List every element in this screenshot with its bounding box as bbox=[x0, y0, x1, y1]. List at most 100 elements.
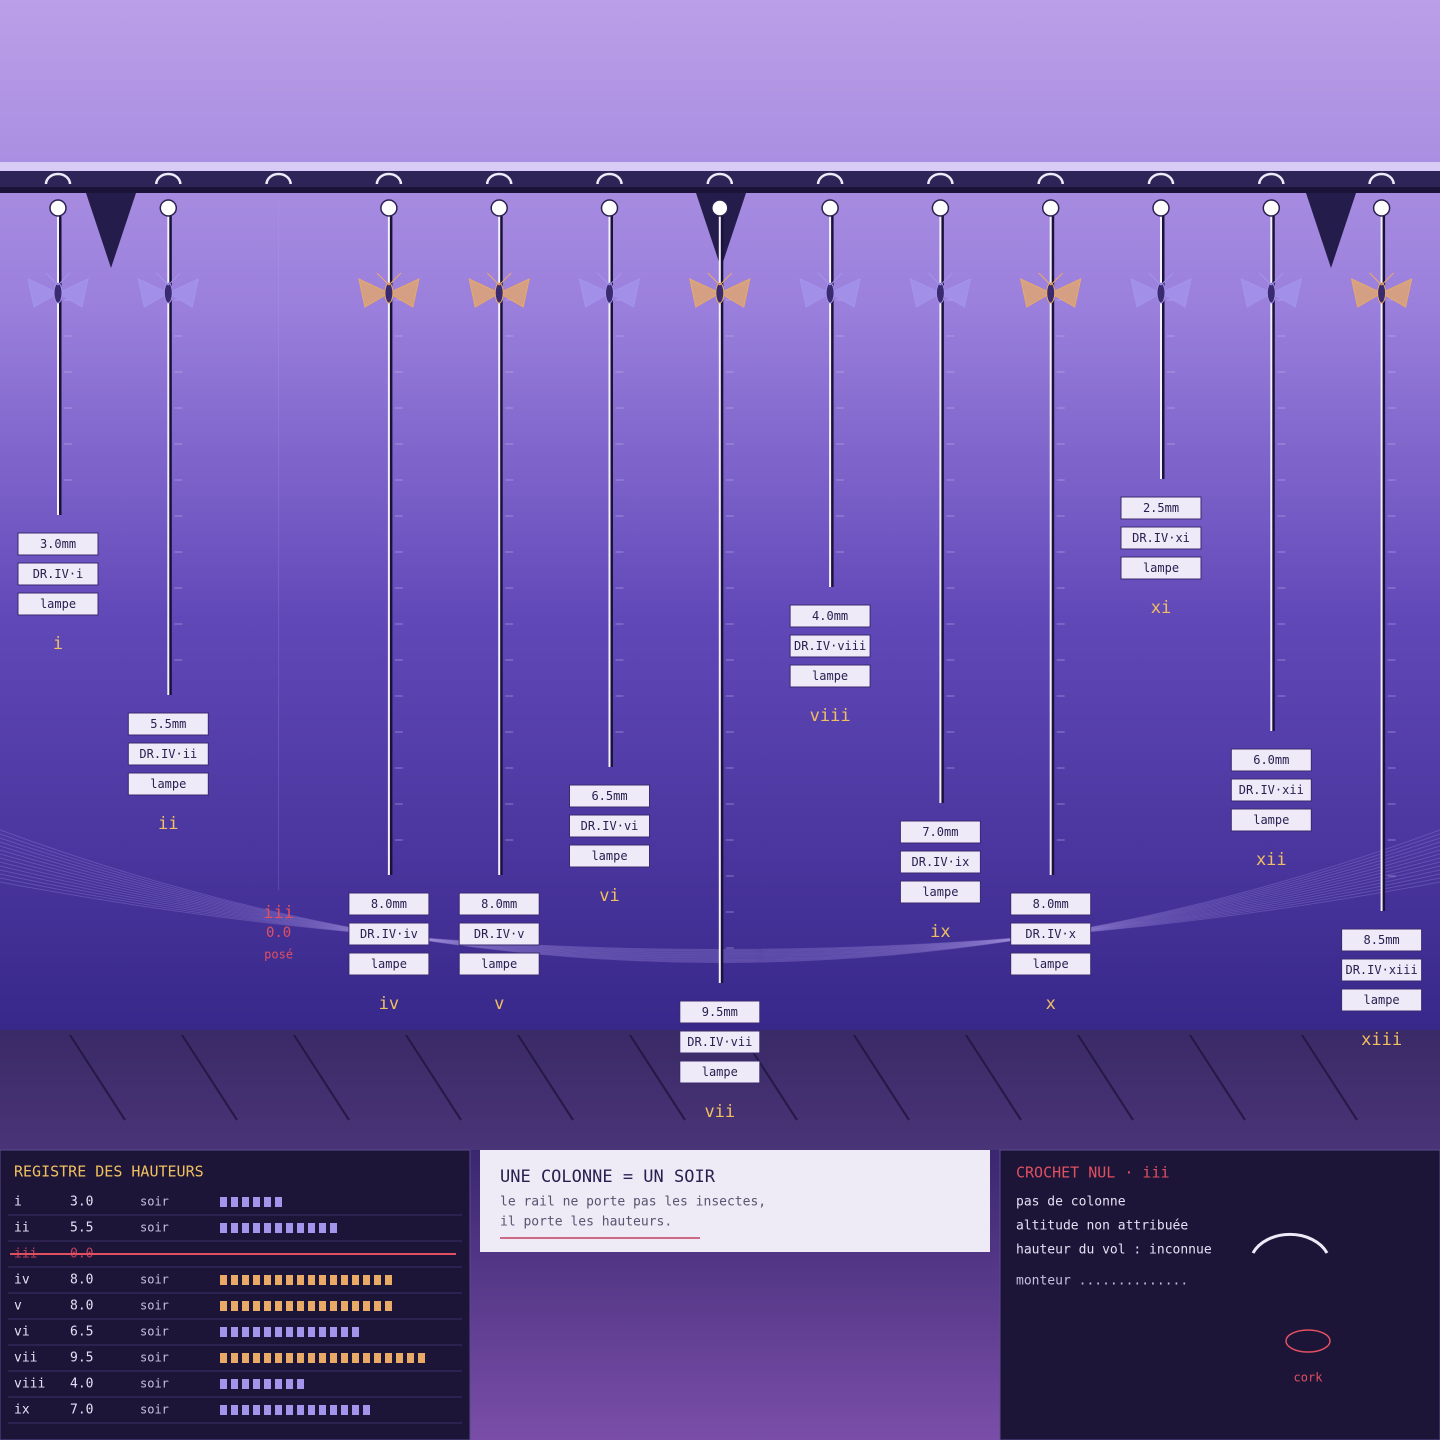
bar-cell bbox=[319, 1223, 326, 1233]
bar-cell bbox=[297, 1301, 304, 1311]
rail-shadow bbox=[0, 187, 1440, 193]
bar-cell bbox=[253, 1197, 260, 1207]
bar-cell bbox=[385, 1275, 392, 1285]
registry-id: ii bbox=[14, 1221, 30, 1236]
label-box bbox=[17, 592, 99, 616]
null-hook-title: CROCHET NUL · iii bbox=[1016, 1164, 1170, 1182]
bar-cell bbox=[286, 1405, 293, 1415]
label-code: DR.IV·vii bbox=[687, 1035, 752, 1049]
label-box bbox=[1010, 952, 1092, 976]
hook bbox=[1368, 172, 1395, 185]
label-code: DR.IV·vi bbox=[581, 819, 639, 833]
label-box bbox=[789, 664, 871, 688]
column-id: iii bbox=[263, 903, 294, 923]
hook bbox=[44, 172, 72, 185]
moth-body bbox=[494, 282, 504, 304]
label-height-label: 4.0mm bbox=[812, 609, 848, 623]
rail-bracket bbox=[1306, 193, 1356, 268]
bar-cell bbox=[275, 1353, 282, 1363]
registry-bar bbox=[220, 1327, 359, 1337]
hook bbox=[706, 172, 734, 185]
hook bbox=[927, 172, 954, 185]
bar-cell bbox=[297, 1353, 304, 1363]
moth-antennae bbox=[707, 272, 733, 286]
hook bbox=[375, 172, 403, 185]
bar-cell bbox=[231, 1353, 238, 1363]
label-tag: lampe bbox=[481, 957, 517, 971]
registry-period: soir bbox=[140, 1403, 169, 1417]
registry-bar bbox=[220, 1275, 392, 1285]
bar-cell bbox=[319, 1275, 326, 1285]
bar-cell bbox=[363, 1405, 370, 1415]
moth-body bbox=[1266, 282, 1276, 304]
bar-cell bbox=[264, 1405, 271, 1415]
monteur: monteur .............. bbox=[1016, 1274, 1188, 1289]
label-box bbox=[348, 892, 430, 916]
registry-title: REGISTRE DES HAUTEURS bbox=[14, 1163, 204, 1181]
moth-antennae bbox=[1258, 272, 1284, 286]
registry-bar bbox=[220, 1379, 304, 1389]
bar-cell bbox=[242, 1223, 249, 1233]
bar-cell bbox=[385, 1301, 392, 1311]
registry-value: 7.0 bbox=[70, 1403, 93, 1418]
bar-cell bbox=[363, 1301, 370, 1311]
bar-cell bbox=[319, 1327, 326, 1337]
bar-cell bbox=[319, 1405, 326, 1415]
label-box bbox=[899, 820, 981, 844]
hook bbox=[816, 172, 844, 185]
label-tag: lampe bbox=[371, 957, 407, 971]
registry-value: 9.5 bbox=[70, 1351, 93, 1366]
bar-cell bbox=[418, 1353, 425, 1363]
label-box bbox=[569, 814, 650, 838]
label-tag: lampe bbox=[1143, 561, 1179, 575]
pin-head bbox=[821, 199, 839, 217]
bar-cell bbox=[220, 1275, 227, 1285]
floor-line bbox=[1077, 1034, 1134, 1121]
moth-body bbox=[935, 282, 945, 304]
bar-cell bbox=[330, 1405, 337, 1415]
bar-cell bbox=[286, 1379, 293, 1389]
card bbox=[480, 1150, 990, 1252]
label-tag: lampe bbox=[40, 597, 76, 611]
pin-head bbox=[931, 199, 950, 217]
bar-cell bbox=[253, 1353, 260, 1363]
pin-head bbox=[49, 199, 67, 217]
label-code: DR.IV·x bbox=[1025, 927, 1076, 941]
moth-antennae bbox=[1038, 272, 1064, 286]
bar-cell bbox=[275, 1379, 282, 1389]
label-height-label: 7.0mm bbox=[922, 825, 958, 839]
null-tag: posé bbox=[264, 948, 293, 962]
label-box bbox=[569, 784, 650, 808]
bar-cell bbox=[341, 1275, 348, 1285]
bar-cell bbox=[242, 1275, 249, 1285]
moth-antennae bbox=[1369, 272, 1394, 286]
moth-antennae bbox=[817, 272, 843, 286]
pin-head bbox=[1152, 199, 1170, 217]
hook bbox=[265, 172, 292, 185]
bar-cell bbox=[264, 1353, 271, 1363]
registry-value: 8.0 bbox=[70, 1273, 93, 1288]
bar-cell bbox=[231, 1301, 238, 1311]
bar-cell bbox=[264, 1379, 271, 1389]
column-id: ii bbox=[158, 814, 178, 834]
moth-body bbox=[605, 282, 614, 304]
label-box bbox=[789, 634, 871, 658]
column-id: xiii bbox=[1361, 1030, 1402, 1050]
bar-cell bbox=[330, 1353, 337, 1363]
column-id: x bbox=[1046, 994, 1056, 1014]
label-box bbox=[679, 1060, 761, 1084]
bar-cell bbox=[363, 1353, 370, 1363]
label-tag: lampe bbox=[150, 777, 186, 791]
label-height-label: 8.0mm bbox=[481, 897, 517, 911]
hook bbox=[485, 172, 513, 185]
bar-cell bbox=[253, 1327, 260, 1337]
column-id: xii bbox=[1256, 850, 1287, 870]
registry-bar bbox=[220, 1223, 337, 1233]
label-tag: lampe bbox=[1364, 993, 1400, 1007]
moth-body bbox=[825, 282, 835, 304]
hook bbox=[596, 172, 623, 185]
label-height-label: 8.0mm bbox=[371, 897, 407, 911]
hook bbox=[155, 172, 182, 185]
hook bbox=[1147, 172, 1175, 185]
